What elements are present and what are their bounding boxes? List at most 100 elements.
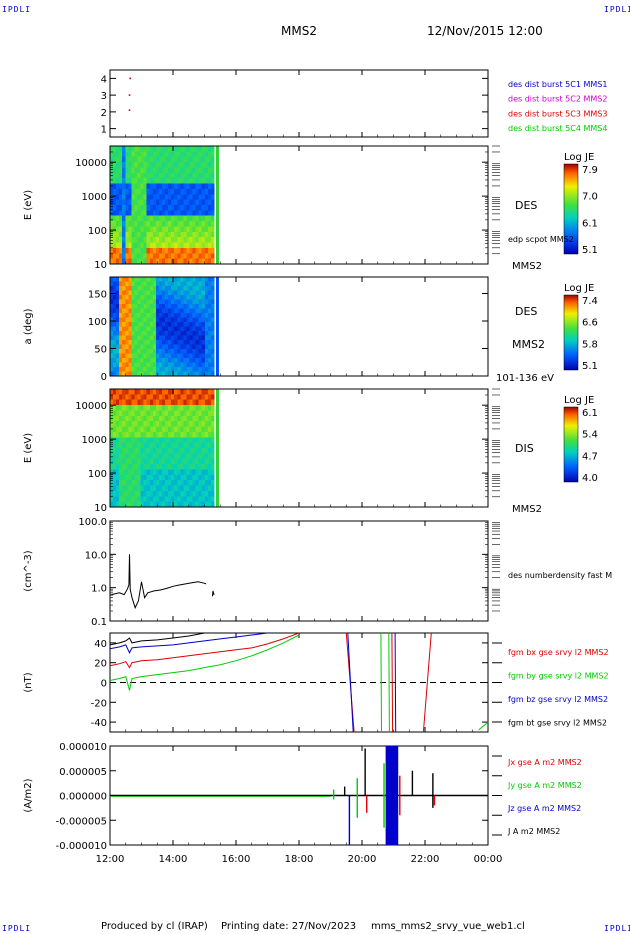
heatmap-cell: [158, 231, 163, 238]
heatmap-cell: [113, 437, 117, 444]
heatmap-cell: [171, 367, 175, 372]
heatmap-cell: [122, 167, 126, 174]
heatmap-cell: [207, 399, 212, 406]
heatmap-cell: [152, 226, 157, 233]
legend-entry: J A m2 MMS2: [507, 827, 560, 836]
heatmap-cell: [146, 405, 151, 411]
heatmap-cell: [201, 237, 206, 244]
heatmap-cell: [110, 167, 114, 174]
corner-label: MMS2: [512, 261, 542, 272]
heatmap-cell: [140, 290, 145, 296]
heatmap-cell: [198, 448, 203, 454]
heatmap-cell: [183, 464, 187, 470]
heatmap-cell: [116, 431, 120, 438]
heatmap-cell: [152, 344, 157, 350]
heatmap-cell: [125, 331, 129, 336]
heatmap-cell: [171, 426, 175, 433]
heatmap-cell: [177, 496, 181, 503]
heatmap-cell: [122, 205, 126, 211]
heatmap-cell: [165, 353, 169, 359]
heatmap-cell: [177, 415, 181, 422]
heatmap-cell: [189, 183, 194, 190]
heatmap-cell: [146, 188, 151, 195]
heatmap-cell: [125, 253, 129, 260]
heatmap-cell: [128, 326, 132, 332]
heatmap-cell: [168, 247, 172, 254]
heatmap-cell: [113, 394, 117, 401]
heatmap-cell: [168, 286, 172, 291]
heatmap-cell: [122, 322, 126, 327]
heatmap-cell: [140, 353, 145, 359]
heatmap-cell: [140, 389, 145, 395]
heatmap-cell: [192, 371, 197, 377]
heatmap-cell: [198, 258, 203, 265]
heatmap-cell: [116, 501, 120, 508]
colorbar-tick-label: 5.4: [582, 430, 598, 441]
heatmap-cell: [158, 258, 163, 265]
heatmap-cell: [192, 421, 197, 428]
heatmap-cell: [189, 226, 194, 233]
heatmap-cell: [134, 353, 139, 359]
heatmap-cell: [165, 172, 169, 179]
heatmap-cell: [143, 326, 148, 332]
heatmap-cell: [183, 156, 187, 163]
heatmap-cell: [113, 317, 117, 323]
heatmap-cell: [110, 295, 114, 300]
heatmap-cell: [152, 281, 157, 287]
heatmap-cell: [180, 389, 184, 395]
heatmap-cell: [195, 237, 200, 244]
heatmap-cell: [189, 146, 194, 152]
y-tick-label: 10000: [75, 401, 107, 412]
heatmap-cell: [134, 258, 139, 265]
heatmap-cell: [119, 231, 123, 238]
heatmap-cell: [113, 458, 117, 465]
heatmap-cell: [186, 178, 190, 185]
heatmap-cell: [177, 290, 181, 296]
heatmap-cell: [131, 501, 135, 508]
heatmap-cell: [113, 295, 117, 300]
heatmap-cell: [149, 426, 154, 433]
heatmap-cell: [207, 308, 212, 314]
heatmap-cell: [195, 295, 200, 300]
heatmap-cell: [119, 221, 123, 227]
heatmap-cell: [152, 371, 157, 377]
heatmap-cell: [180, 299, 184, 305]
heatmap-cell: [158, 226, 163, 233]
heatmap-cell: [149, 156, 154, 163]
heatmap-cell: [168, 394, 172, 401]
heatmap-cell: [146, 474, 151, 481]
heatmap-cell: [183, 431, 187, 438]
heatmap-cell: [207, 221, 212, 227]
heatmap-cell: [210, 464, 215, 470]
heatmap-cell: [140, 188, 145, 195]
heatmap-cell: [119, 469, 123, 476]
heatmap-cell: [152, 496, 157, 503]
heatmap-cell: [152, 215, 157, 222]
heatmap-cell: [128, 194, 132, 201]
heatmap-cell: [155, 286, 160, 291]
heatmap-cell: [207, 299, 212, 305]
heatmap-cell: [122, 151, 126, 158]
heatmap-cell: [189, 162, 194, 168]
heatmap-cell: [161, 426, 166, 433]
heatmap-cell: [128, 399, 132, 406]
heatmap-cell: [174, 231, 178, 238]
heatmap-cell: [192, 299, 197, 305]
heatmap-cell: [116, 426, 120, 433]
heatmap-cell: [122, 247, 126, 254]
heatmap-cell: [207, 326, 212, 332]
heatmap-cell: [110, 277, 114, 282]
heatmap-cell: [152, 431, 157, 438]
heatmap-cell: [152, 349, 157, 354]
heatmap-cell: [128, 458, 132, 465]
legend-entry: Jx gse A m2 MMS2: [507, 758, 582, 767]
heatmap-cell: [186, 304, 190, 309]
heatmap-cell: [149, 501, 154, 508]
heatmap-cell: [165, 431, 169, 438]
heatmap-cell: [201, 151, 206, 158]
heatmap-cell: [207, 501, 212, 508]
heatmap-cell: [131, 281, 135, 287]
heatmap-cell: [198, 349, 203, 354]
heatmap-cell: [161, 358, 166, 363]
